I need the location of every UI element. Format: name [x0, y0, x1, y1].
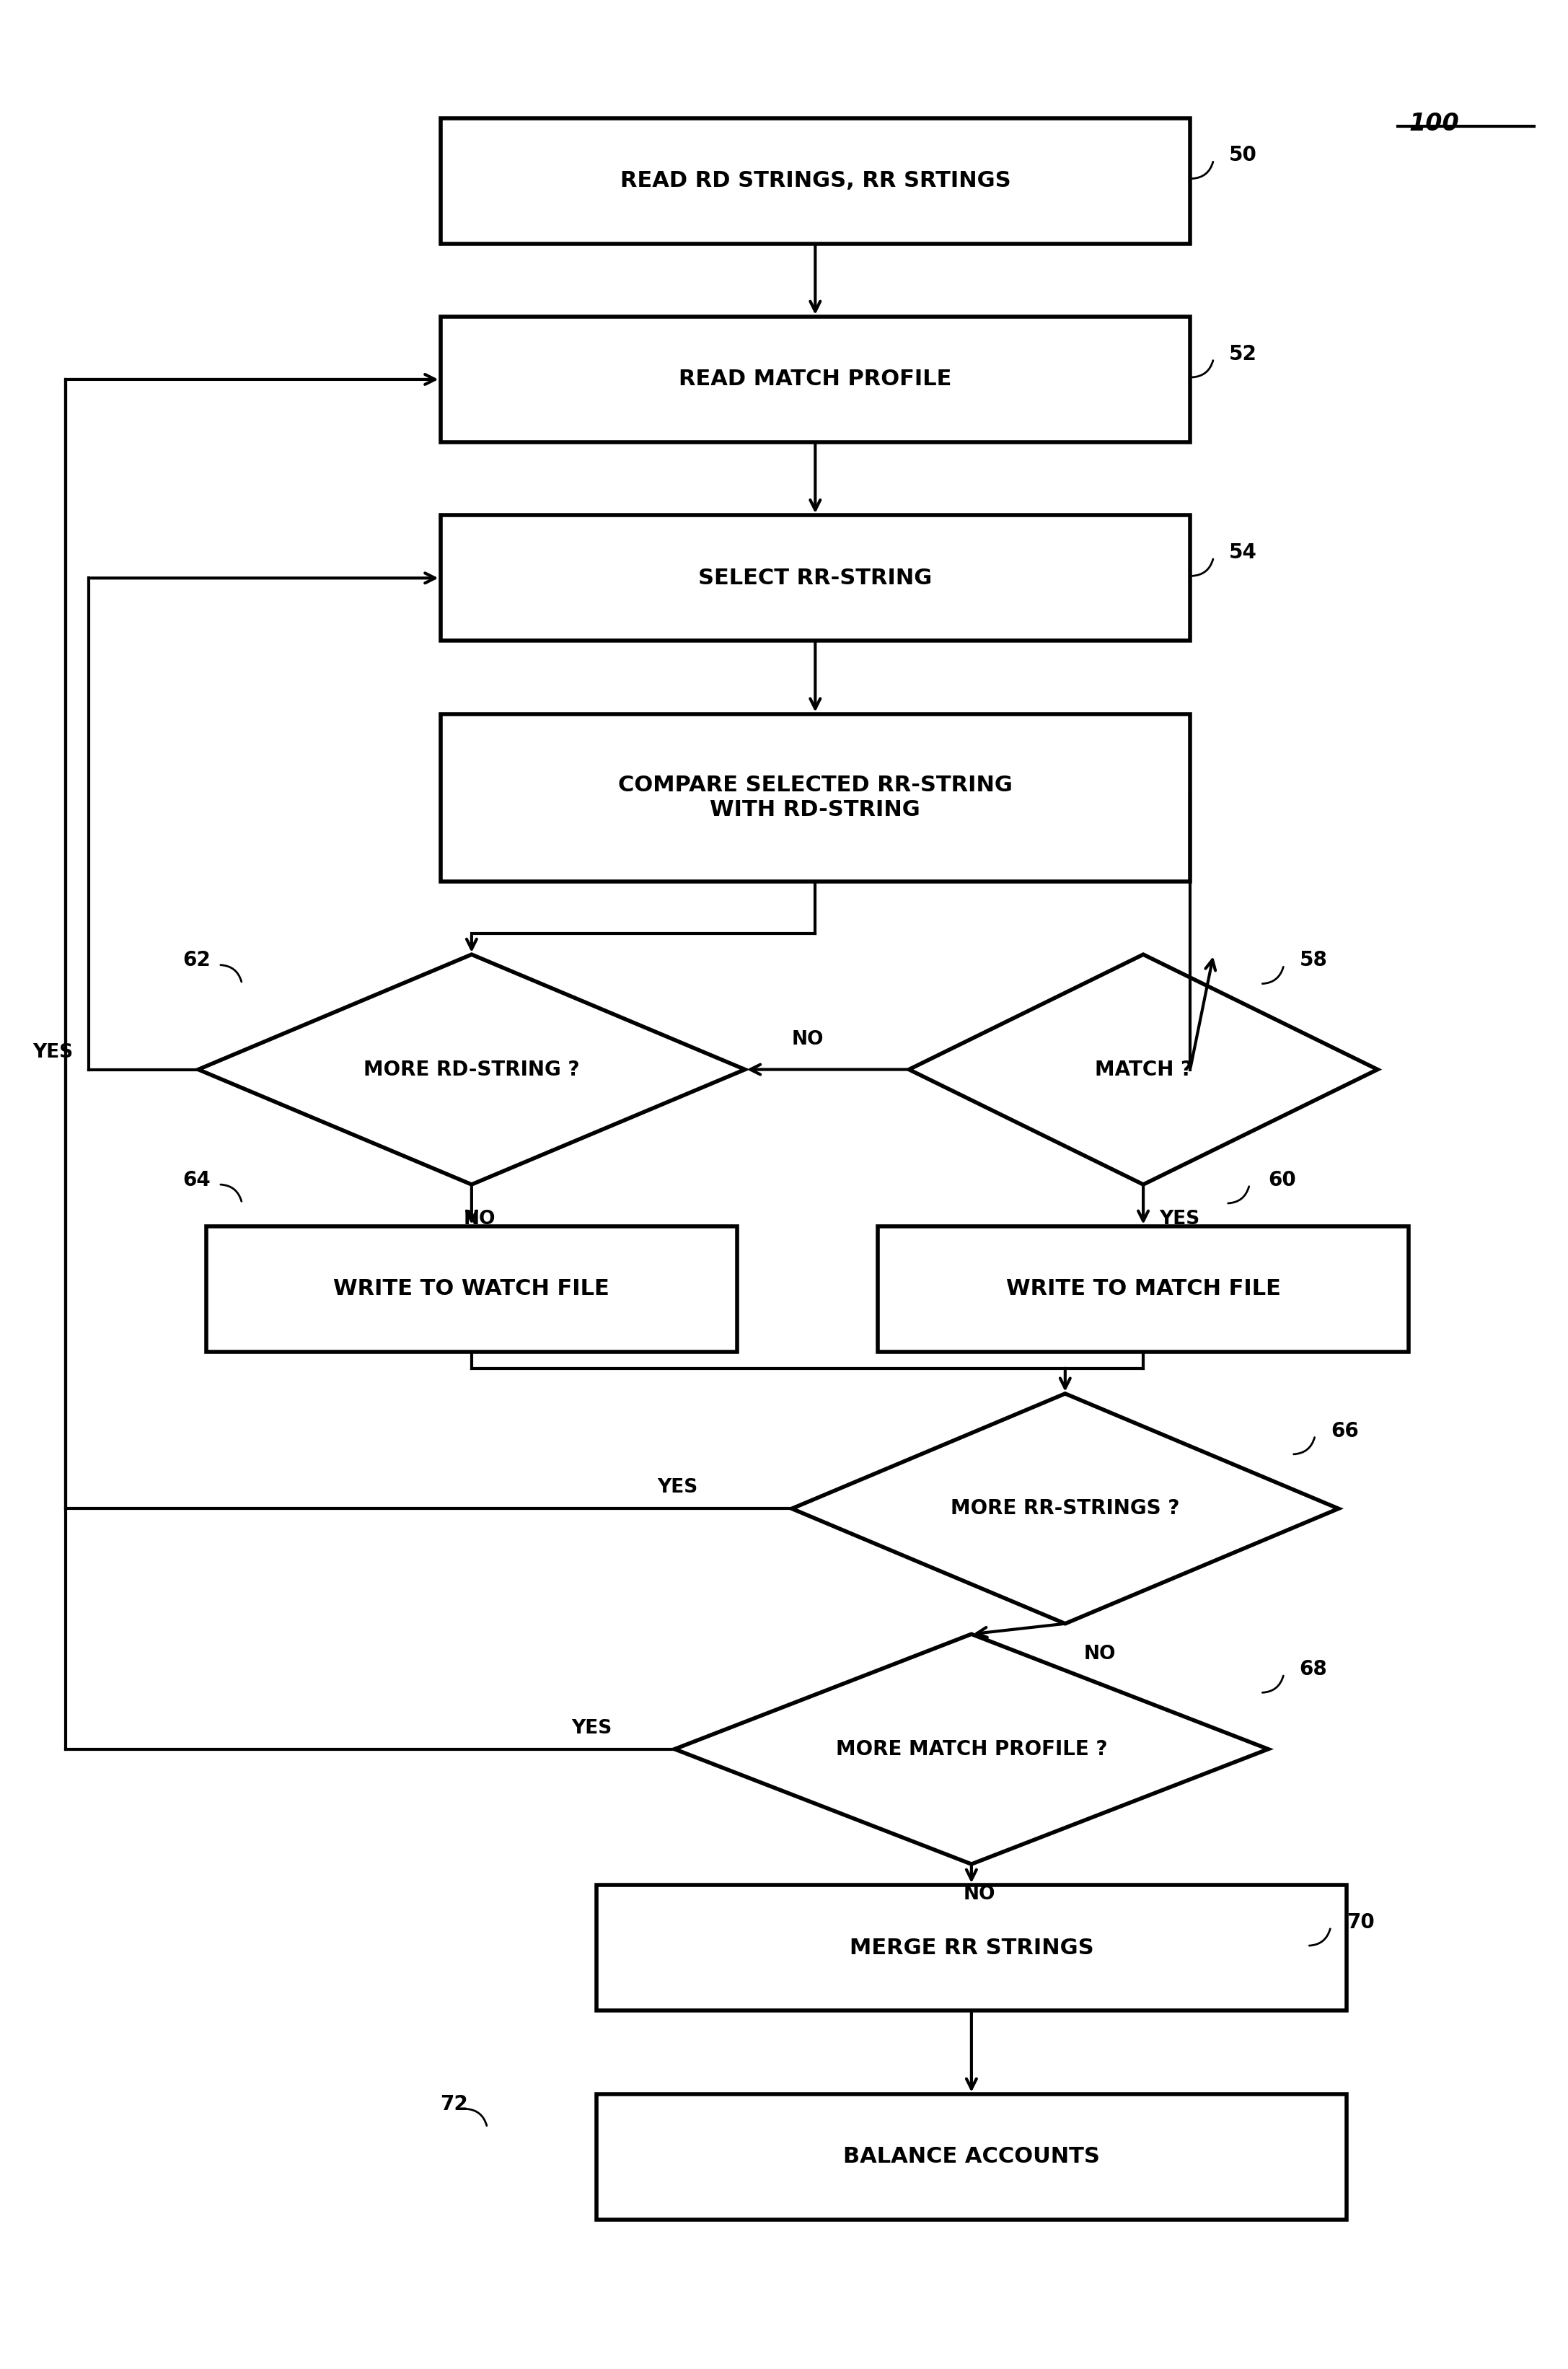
- Text: 64: 64: [182, 1170, 210, 1189]
- Text: MORE MATCH PROFILE ?: MORE MATCH PROFILE ?: [836, 1739, 1107, 1760]
- Text: 66: 66: [1331, 1421, 1358, 1440]
- Bar: [596, 2094, 1347, 2220]
- Text: 58: 58: [1300, 950, 1328, 971]
- Bar: [441, 713, 1190, 881]
- Text: 52: 52: [1229, 344, 1258, 365]
- Text: COMPARE SELECTED RR-STRING
WITH RD-STRING: COMPARE SELECTED RR-STRING WITH RD-STRIN…: [618, 775, 1013, 820]
- Text: READ RD STRINGS, RR SRTINGS: READ RD STRINGS, RR SRTINGS: [619, 171, 1010, 192]
- Text: SELECT RR-STRING: SELECT RR-STRING: [698, 569, 931, 588]
- Text: YES: YES: [33, 1042, 74, 1061]
- Text: MATCH ?: MATCH ?: [1094, 1059, 1192, 1080]
- Text: MORE RD-STRING ?: MORE RD-STRING ?: [364, 1059, 580, 1080]
- Bar: [441, 516, 1190, 640]
- Bar: [596, 1886, 1347, 2011]
- Text: READ MATCH PROFILE: READ MATCH PROFILE: [679, 370, 952, 391]
- Text: YES: YES: [1159, 1211, 1200, 1230]
- Text: 68: 68: [1300, 1658, 1328, 1680]
- Text: BALANCE ACCOUNTS: BALANCE ACCOUNTS: [844, 2146, 1099, 2168]
- Text: YES: YES: [657, 1478, 698, 1497]
- Text: 72: 72: [441, 2094, 469, 2116]
- Text: MERGE RR STRINGS: MERGE RR STRINGS: [850, 1938, 1093, 1959]
- Text: 100: 100: [1408, 111, 1460, 135]
- Polygon shape: [792, 1393, 1339, 1623]
- Bar: [878, 1227, 1408, 1353]
- Polygon shape: [909, 955, 1378, 1184]
- Text: WRITE TO MATCH FILE: WRITE TO MATCH FILE: [1007, 1279, 1281, 1301]
- Text: 70: 70: [1347, 1912, 1374, 1933]
- Text: 54: 54: [1229, 543, 1258, 564]
- Polygon shape: [198, 955, 745, 1184]
- Text: NO: NO: [1083, 1644, 1116, 1663]
- Text: 50: 50: [1229, 145, 1258, 166]
- Bar: [441, 118, 1190, 244]
- Bar: [205, 1227, 737, 1353]
- Text: YES: YES: [572, 1720, 612, 1736]
- Text: MORE RR-STRINGS ?: MORE RR-STRINGS ?: [950, 1500, 1179, 1519]
- Bar: [441, 317, 1190, 443]
- Text: WRITE TO WATCH FILE: WRITE TO WATCH FILE: [334, 1279, 610, 1301]
- Text: NO: NO: [792, 1031, 823, 1049]
- Text: NO: NO: [464, 1211, 495, 1230]
- Text: NO: NO: [963, 1886, 996, 1905]
- Text: 62: 62: [182, 950, 210, 971]
- Text: 60: 60: [1269, 1170, 1297, 1189]
- Polygon shape: [674, 1635, 1269, 1864]
